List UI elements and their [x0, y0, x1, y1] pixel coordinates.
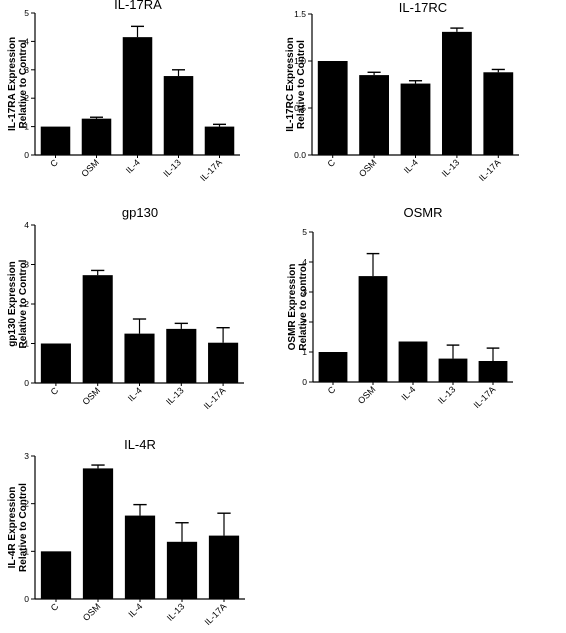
y-tick-label: 1: [24, 339, 29, 349]
bar: [163, 76, 194, 155]
bar: [124, 333, 155, 383]
y-axis-label-line-1: IL-4R Expression: [7, 487, 18, 569]
y-tick-label: 0: [24, 150, 29, 160]
bar: [40, 126, 71, 155]
panel-title: IL-17RC: [399, 0, 447, 15]
bar: [208, 535, 240, 599]
bar: [318, 352, 348, 382]
y-tick-label: 0: [24, 378, 29, 388]
x-tick-label: C: [48, 157, 60, 169]
y-tick-label: 1: [302, 347, 307, 357]
bar: [81, 118, 112, 155]
x-tick-label: OSM: [356, 384, 378, 406]
y-axis-label-line-2: Relative to Control: [18, 483, 29, 572]
bar: [166, 328, 197, 383]
bar: [441, 31, 472, 155]
y-tick-label: 0: [302, 377, 307, 387]
x-tick-label: C: [326, 384, 338, 396]
y-tick-label: 0: [24, 594, 29, 604]
y-axis-label-line-1: IL-17RC Expression: [285, 37, 296, 131]
bar: [122, 37, 153, 155]
y-tick-label: 3: [24, 260, 29, 270]
y-tick-label: 5: [24, 8, 29, 18]
panel-il-4r: IL-4R IL-4R Expression Relative to Contr…: [7, 437, 245, 627]
bar: [438, 358, 468, 382]
x-tick-label: OSM: [79, 157, 101, 179]
y-axis-label-line-2: Relative to Control: [18, 259, 29, 348]
y-axis-label-line-2: Relative to Control: [296, 40, 307, 129]
y-axis-label-line-1: IL-17RA Expression: [7, 37, 18, 131]
y-tick-label: 3: [302, 287, 307, 297]
x-tick-label: IL-17A: [198, 157, 224, 183]
x-tick-label: IL-13: [165, 601, 187, 623]
bar: [483, 72, 514, 155]
panel-osmr: OSMR OSMR Expression Relative to control…: [287, 205, 513, 410]
y-axis-label-line-1: gp130 Expression: [7, 261, 18, 347]
x-tick-label: C: [49, 385, 61, 397]
panel-title: gp130: [122, 205, 158, 220]
y-tick-label: 2: [24, 299, 29, 309]
y-tick-label: 3: [24, 451, 29, 461]
y-tick-label: 2: [24, 499, 29, 509]
x-tick-label: C: [49, 601, 61, 613]
y-tick-label: 4: [24, 220, 29, 230]
y-tick-label: 0.0: [294, 150, 306, 160]
panel-gp130: gp130 gp130 Expression Relative to Contr…: [7, 205, 244, 411]
x-tick-label: IL-13: [436, 384, 458, 406]
y-axis-label-line-2: Relative to control: [298, 263, 309, 350]
bar: [124, 515, 156, 599]
x-tick-label: IL-17A: [203, 601, 229, 627]
x-tick-label: OSM: [81, 385, 103, 407]
x-tick-label: IL-13: [164, 385, 186, 407]
y-tick-label: 4: [24, 36, 29, 46]
y-tick-label: 1.5: [294, 9, 306, 19]
panel-title: IL-17RA: [114, 0, 162, 12]
x-tick-label: IL-4: [124, 157, 142, 175]
x-tick-label: IL-17A: [202, 385, 228, 411]
bar: [317, 61, 348, 155]
y-axis-label-line-2: Relative to Control: [18, 39, 29, 128]
bar: [400, 83, 431, 155]
panel-title: OSMR: [404, 205, 443, 220]
bar: [82, 275, 113, 383]
panel-title: IL-4R: [124, 437, 156, 452]
bar: [204, 126, 235, 155]
panel-il-17ra: IL-17RA IL-17RA Expression Relative to C…: [7, 0, 240, 183]
bar: [208, 342, 239, 383]
y-tick-label: 4: [302, 257, 307, 267]
x-tick-label: C: [325, 157, 337, 169]
bar: [359, 75, 390, 155]
x-tick-label: OSM: [81, 601, 103, 623]
x-tick-label: IL-17A: [472, 384, 498, 410]
bar: [82, 468, 114, 599]
bar: [478, 361, 508, 382]
bar: [166, 541, 198, 599]
bar: [40, 343, 71, 383]
bar: [398, 341, 428, 382]
x-tick-label: IL-4: [399, 384, 417, 402]
y-tick-label: 1: [24, 122, 29, 132]
bar: [358, 276, 388, 382]
x-tick-label: IL-13: [440, 157, 462, 179]
y-tick-label: 5: [302, 227, 307, 237]
y-tick-label: 2: [302, 317, 307, 327]
panel-il-17rc: IL-17RC IL-17RC Expression Relative to C…: [285, 0, 519, 183]
x-tick-label: IL-4: [402, 157, 420, 175]
y-tick-label: 3: [24, 65, 29, 75]
y-tick-label: 2: [24, 93, 29, 103]
x-tick-label: IL-13: [161, 157, 183, 179]
bar: [40, 551, 72, 599]
y-tick-label: 1: [24, 546, 29, 556]
x-tick-label: IL-4: [126, 601, 144, 619]
x-tick-label: IL-4: [126, 385, 144, 403]
x-tick-label: IL-17A: [477, 157, 503, 183]
x-tick-label: OSM: [357, 157, 379, 179]
y-tick-label: 0.5: [294, 103, 306, 113]
y-axis-label-line-1: OSMR Expression: [287, 264, 298, 351]
y-tick-label: 1.0: [294, 56, 306, 66]
